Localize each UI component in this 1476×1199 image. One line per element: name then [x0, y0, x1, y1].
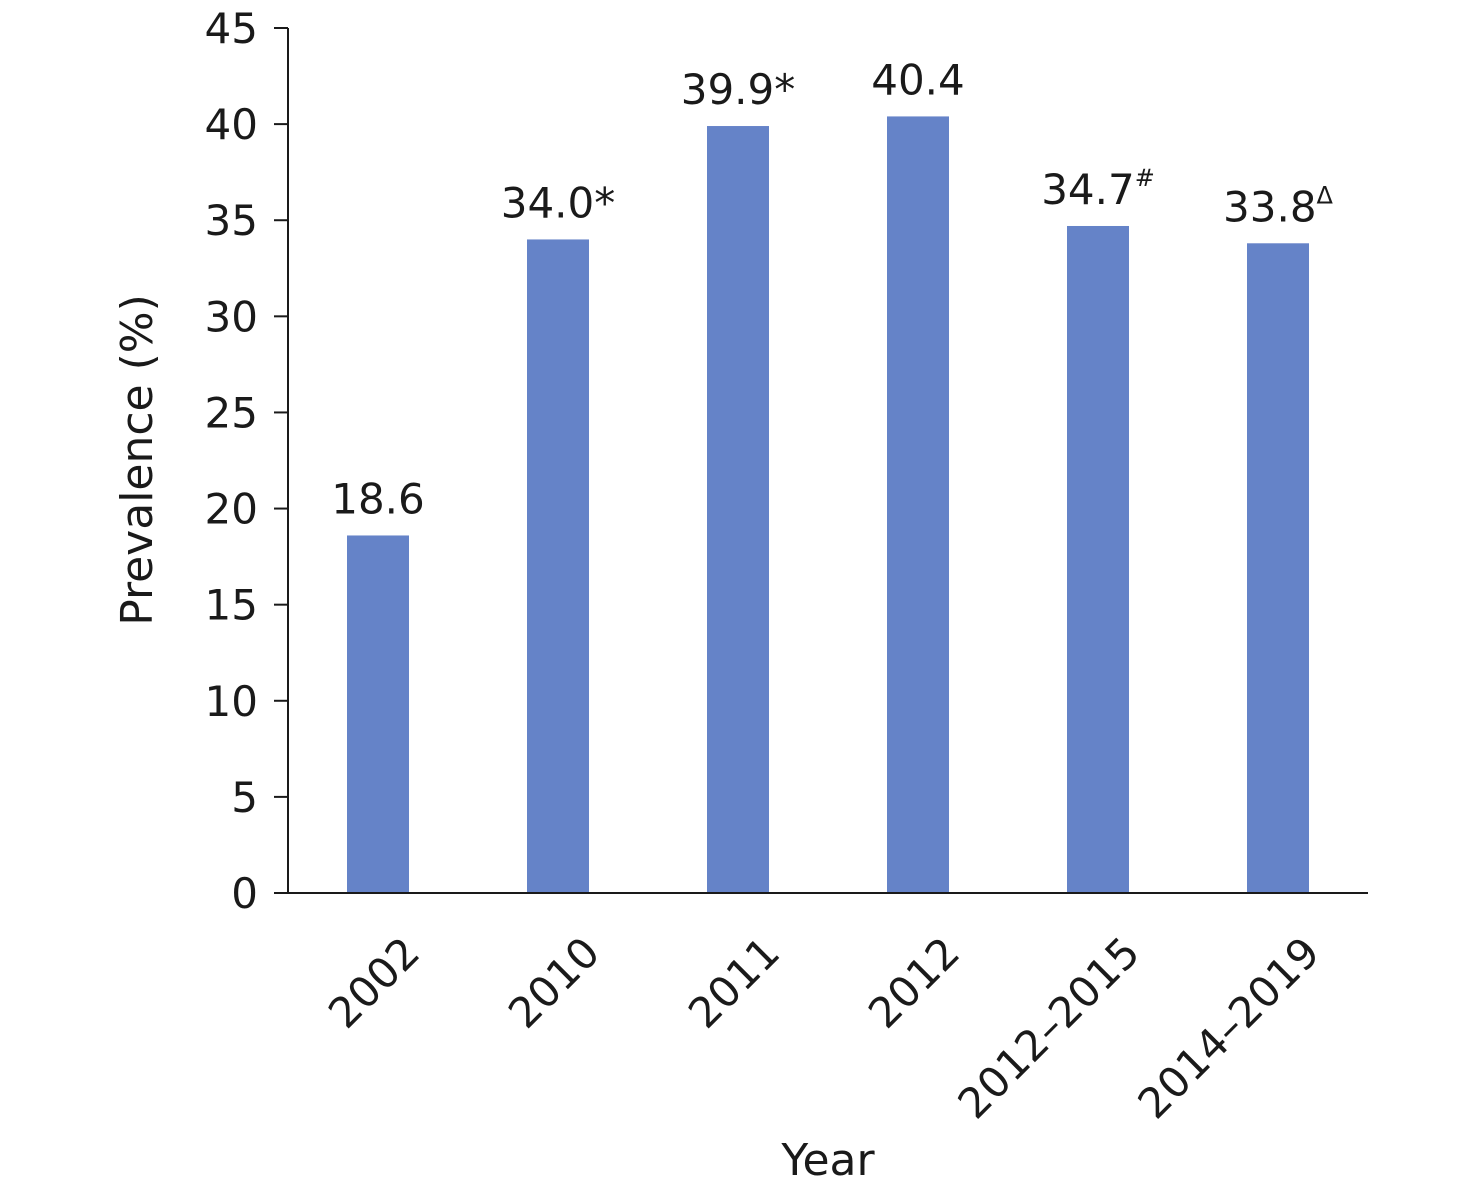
y-tick-label: 40	[205, 100, 258, 149]
data-label-2002: 18.6	[331, 474, 425, 523]
data-label-mark: Δ	[1317, 181, 1334, 209]
y-tick-label: 10	[205, 677, 258, 726]
y-tick-label: 35	[205, 196, 258, 245]
data-label-mark: *	[594, 178, 615, 227]
x-axis-title: Year	[780, 1135, 875, 1186]
data-label-mark: *	[774, 65, 795, 114]
x-tick-label-2012–2015: 2012–2015	[948, 927, 1149, 1128]
data-label-mark: #	[1135, 164, 1155, 192]
data-label-2012: 40.4	[871, 55, 965, 104]
y-tick-label: 25	[205, 388, 258, 437]
bar-2012–2015	[1067, 225, 1129, 893]
x-tick-label-2010: 2010	[499, 927, 609, 1037]
data-label-2014–2019: 33.8Δ	[1223, 181, 1334, 231]
bar-2010	[527, 239, 589, 893]
y-tick-label: 30	[205, 292, 258, 341]
data-label-2010: 34.0*	[501, 178, 616, 227]
bar-2012	[887, 116, 949, 893]
x-tick-label-2011: 2011	[679, 927, 789, 1037]
y-tick-label: 45	[205, 4, 258, 53]
bars-layer	[347, 116, 1309, 894]
y-tick-label: 15	[205, 581, 258, 630]
y-axis-title: Prevalence (%)	[112, 294, 163, 626]
data-label-2011: 39.9*	[681, 65, 796, 114]
x-tick-label-2002: 2002	[319, 927, 429, 1037]
data-label-2012–2015: 34.7#	[1041, 164, 1155, 214]
y-tick-label: 20	[205, 485, 258, 534]
bar-2014–2019	[1247, 243, 1309, 894]
y-tick-label: 5	[231, 773, 258, 822]
y-tick-label: 0	[231, 869, 258, 918]
x-tick-label-2012: 2012	[859, 927, 969, 1037]
data-labels-layer: 18.6 34.0* 39.9* 40.4 34.7# 33.8Δ	[331, 55, 1333, 523]
bar-2011	[707, 126, 769, 894]
x-tick-label-2014–2019: 2014–2019	[1128, 927, 1329, 1128]
axes-layer	[287, 28, 1368, 894]
bar-2002	[347, 535, 409, 893]
y-ticks-layer: 0 5 10 15 20 25 30 35 40 45	[205, 4, 288, 918]
